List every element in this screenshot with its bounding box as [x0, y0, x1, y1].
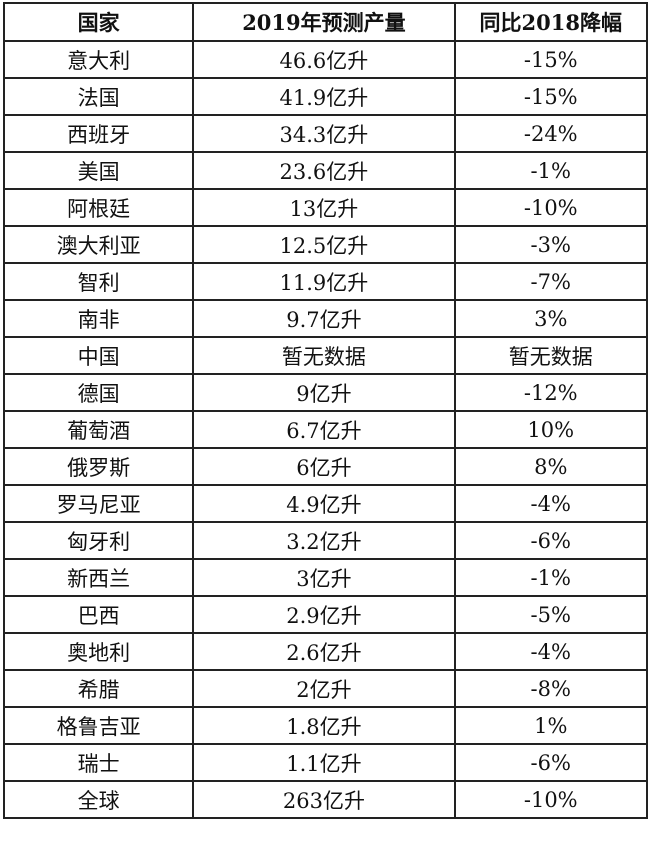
- change-cell: -10%: [453, 780, 649, 819]
- change-cell: 1%: [453, 706, 649, 745]
- country-cell: 奥地利: [2, 632, 195, 671]
- table-row: 罗马尼亚 4.9亿升 -4%: [2, 484, 649, 523]
- country-cell: 智利: [2, 262, 195, 301]
- country-cell: 格鲁吉亚: [2, 706, 195, 745]
- production-cell: 3亿升: [192, 558, 456, 597]
- country-cell: 巴西: [2, 595, 195, 634]
- production-cell: 9.7亿升: [192, 299, 456, 338]
- table-row: 葡萄酒 6.7亿升 10%: [2, 410, 649, 449]
- production-cell: 2.6亿升: [192, 632, 456, 671]
- production-cell: 2亿升: [192, 669, 456, 708]
- country-cell: 瑞士: [2, 743, 195, 782]
- table-row: 瑞士 1.1亿升 -6%: [2, 743, 649, 782]
- change-cell: 暂无数据: [453, 336, 649, 375]
- change-cell: -15%: [453, 40, 649, 79]
- change-cell: -8%: [453, 669, 649, 708]
- country-cell: 俄罗斯: [2, 447, 195, 486]
- production-cell: 2.9亿升: [192, 595, 456, 634]
- header-production: 2019年预测产量: [192, 2, 456, 42]
- country-cell: 意大利: [2, 40, 195, 79]
- table-row: 新西兰 3亿升 -1%: [2, 558, 649, 597]
- table-row: 希腊 2亿升 -8%: [2, 669, 649, 708]
- country-cell: 法国: [2, 77, 195, 116]
- table-row: 澳大利亚 12.5亿升 -3%: [2, 225, 649, 264]
- change-cell: -15%: [453, 77, 649, 116]
- change-cell: -12%: [453, 373, 649, 412]
- production-cell: 34.3亿升: [192, 114, 456, 153]
- change-cell: -4%: [453, 632, 649, 671]
- change-cell: -1%: [453, 558, 649, 597]
- table-row: 俄罗斯 6亿升 8%: [2, 447, 649, 486]
- production-cell: 1.8亿升: [192, 706, 456, 745]
- production-cell: 46.6亿升: [192, 40, 456, 79]
- table-row: 阿根廷 13亿升 -10%: [2, 188, 649, 227]
- production-cell: 6.7亿升: [192, 410, 456, 449]
- production-cell: 23.6亿升: [192, 151, 456, 190]
- country-cell: 阿根廷: [2, 188, 195, 227]
- change-cell: 8%: [453, 447, 649, 486]
- change-cell: 10%: [453, 410, 649, 449]
- change-cell: -7%: [453, 262, 649, 301]
- country-cell: 澳大利亚: [2, 225, 195, 264]
- table-row: 西班牙 34.3亿升 -24%: [2, 114, 649, 153]
- country-cell: 葡萄酒: [2, 410, 195, 449]
- table-row: 德国 9亿升 -12%: [2, 373, 649, 412]
- table-row: 法国 41.9亿升 -15%: [2, 77, 649, 116]
- wine-production-table: 国家 2019年预测产量 同比2018降幅 意大利 46.6亿升 -15% 法国 41.…: [2, 2, 649, 819]
- country-cell: 希腊: [2, 669, 195, 708]
- header-country: 国家: [2, 2, 195, 42]
- country-cell: 西班牙: [2, 114, 195, 153]
- table-row: 中国 暂无数据 暂无数据: [2, 336, 649, 375]
- table-row: 美国 23.6亿升 -1%: [2, 151, 649, 190]
- table-row: 全球 263亿升 -10%: [2, 780, 649, 819]
- country-cell: 匈牙利: [2, 521, 195, 560]
- country-cell: 全球: [2, 780, 195, 819]
- header-row: 国家 2019年预测产量 同比2018降幅: [2, 2, 649, 42]
- table-row: 格鲁吉亚 1.8亿升 1%: [2, 706, 649, 745]
- production-cell: 6亿升: [192, 447, 456, 486]
- change-cell: -4%: [453, 484, 649, 523]
- production-cell: 1.1亿升: [192, 743, 456, 782]
- table-row: 匈牙利 3.2亿升 -6%: [2, 521, 649, 560]
- change-cell: 3%: [453, 299, 649, 338]
- production-cell: 4.9亿升: [192, 484, 456, 523]
- country-cell: 德国: [2, 373, 195, 412]
- change-cell: -6%: [453, 521, 649, 560]
- change-cell: -3%: [453, 225, 649, 264]
- production-cell: 11.9亿升: [192, 262, 456, 301]
- change-cell: -6%: [453, 743, 649, 782]
- header-change: 同比2018降幅: [453, 2, 649, 42]
- change-cell: -24%: [453, 114, 649, 153]
- country-cell: 中国: [2, 336, 195, 375]
- country-cell: 新西兰: [2, 558, 195, 597]
- country-cell: 罗马尼亚: [2, 484, 195, 523]
- country-cell: 南非: [2, 299, 195, 338]
- production-cell: 41.9亿升: [192, 77, 456, 116]
- table-row: 南非 9.7亿升 3%: [2, 299, 649, 338]
- production-cell: 暂无数据: [192, 336, 456, 375]
- table-row: 奥地利 2.6亿升 -4%: [2, 632, 649, 671]
- table-row: 意大利 46.6亿升 -15%: [2, 40, 649, 79]
- change-cell: -10%: [453, 188, 649, 227]
- country-cell: 美国: [2, 151, 195, 190]
- change-cell: -1%: [453, 151, 649, 190]
- production-cell: 263亿升: [192, 780, 456, 819]
- production-cell: 3.2亿升: [192, 521, 456, 560]
- table-row: 智利 11.9亿升 -7%: [2, 262, 649, 301]
- production-cell: 13亿升: [192, 188, 456, 227]
- production-cell: 12.5亿升: [192, 225, 456, 264]
- production-cell: 9亿升: [192, 373, 456, 412]
- table-row: 巴西 2.9亿升 -5%: [2, 595, 649, 634]
- change-cell: -5%: [453, 595, 649, 634]
